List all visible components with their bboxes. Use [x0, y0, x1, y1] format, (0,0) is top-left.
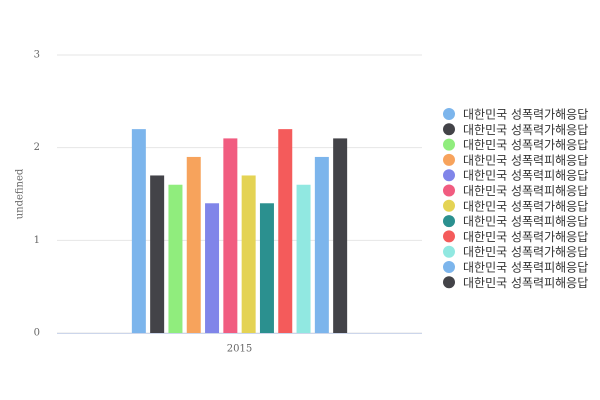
y-tick-label: 1 [34, 235, 40, 246]
legend-symbol [443, 169, 455, 182]
bar [333, 138, 348, 333]
bar [278, 129, 293, 333]
bar [131, 129, 146, 333]
x-tick-label: 2015 [227, 344, 252, 355]
legend-entry: 대한민국 성폭력가해응답 [463, 123, 588, 137]
bar [241, 175, 256, 333]
legend-symbol [443, 276, 455, 289]
bar [223, 138, 238, 333]
y-tick-label: 2 [34, 142, 40, 153]
bar [168, 184, 183, 333]
legend-entry: 대한민국 성폭력피해응답 [463, 215, 588, 229]
legend-entry: 대한민국 성폭력피해응답 [463, 276, 588, 290]
legend-symbol [443, 199, 455, 212]
y-tick-label: 0 [34, 328, 40, 339]
bar [186, 156, 201, 333]
legend-symbol [443, 123, 455, 136]
legend-entry: 대한민국 성폭력가해응답 [463, 108, 588, 122]
legend-symbol [443, 153, 455, 166]
bar [314, 156, 329, 333]
legend-symbol [443, 261, 455, 273]
bar [150, 175, 165, 333]
legend-entry: 대한민국 성폭력피해응답 [463, 153, 588, 167]
legend-entry: 대한민국 성폭력피해응답 [463, 261, 588, 275]
legend-symbol [443, 184, 455, 197]
bar [205, 203, 220, 333]
legend-symbol [443, 215, 455, 228]
legend-entry: 대한민국 성폭력피해응답 [463, 169, 588, 183]
legend-entry: 대한민국 성폭력가해응답 [463, 138, 588, 152]
legend-symbol [443, 245, 455, 258]
legend-entry: 대한민국 성폭력피해응답 [463, 184, 588, 198]
y-axis-label: undefined [15, 168, 26, 219]
y-tick-label: 3 [34, 50, 40, 61]
bar [296, 184, 311, 333]
legend-entry: 대한민국 성폭력가해응답 [463, 199, 588, 213]
legend-symbol [443, 230, 455, 243]
bar [259, 203, 274, 333]
legend-symbol [443, 108, 455, 120]
legend-entry: 대한민국 성폭력가해응답 [463, 245, 588, 259]
legend-symbol [443, 138, 455, 151]
legend-entry: 대한민국 성폭력가해응답 [463, 230, 588, 244]
